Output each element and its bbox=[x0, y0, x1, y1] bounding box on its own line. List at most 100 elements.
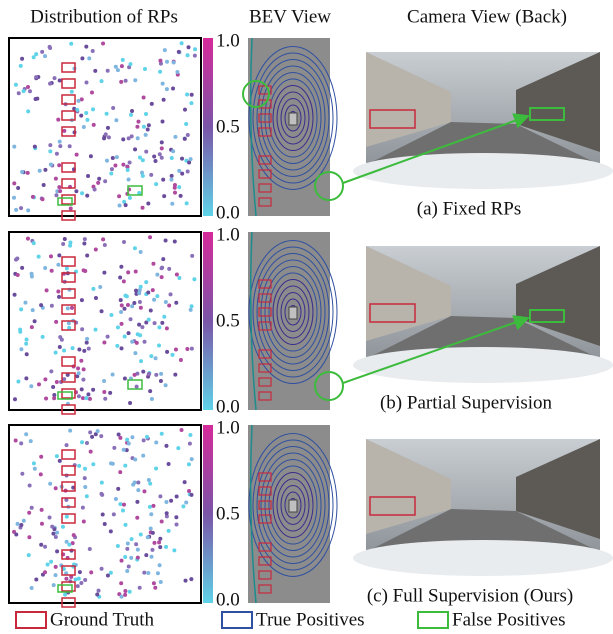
rp-dot bbox=[104, 132, 108, 136]
rp-dot bbox=[138, 156, 142, 160]
rp-dot bbox=[42, 183, 46, 187]
rp-dot bbox=[170, 353, 174, 357]
rp-dot bbox=[43, 54, 47, 58]
rp-dot bbox=[165, 60, 169, 64]
rp-dot bbox=[149, 173, 153, 177]
rp-dot bbox=[139, 285, 143, 289]
colorbar-tick: 0.5 bbox=[216, 116, 240, 137]
rp-dot bbox=[82, 125, 86, 129]
rp-dot bbox=[79, 359, 83, 363]
rp-dot bbox=[31, 308, 35, 312]
rp-dot bbox=[55, 549, 59, 553]
rp-dot bbox=[106, 335, 110, 339]
rp-dot bbox=[28, 89, 32, 93]
rp-dot bbox=[146, 535, 150, 539]
rp-dot bbox=[120, 64, 124, 68]
rp-dot bbox=[161, 178, 165, 182]
rp-dot bbox=[91, 462, 95, 466]
rp-dot bbox=[151, 531, 155, 535]
rp-dot bbox=[58, 144, 62, 148]
rp-dot bbox=[130, 537, 134, 541]
rp-dot bbox=[143, 67, 147, 71]
rp-dot bbox=[160, 432, 164, 436]
rp-dot bbox=[26, 171, 30, 175]
rp-dot bbox=[61, 242, 65, 246]
rp-dot bbox=[109, 571, 113, 575]
rp-dot bbox=[124, 79, 128, 83]
rp-dot bbox=[93, 69, 97, 73]
rp-dot bbox=[105, 159, 109, 163]
rp-dot bbox=[81, 506, 85, 510]
rp-dot bbox=[148, 505, 152, 509]
rp-dot bbox=[39, 455, 43, 459]
rp-dot bbox=[117, 432, 121, 436]
rp-dot bbox=[68, 429, 72, 433]
rp-dot bbox=[164, 545, 168, 549]
rp-dot bbox=[24, 342, 28, 346]
rp-dot bbox=[180, 428, 184, 432]
rp-dot bbox=[48, 515, 52, 519]
rp-dot bbox=[128, 161, 132, 165]
rp-dot bbox=[123, 589, 127, 593]
rp-dot bbox=[174, 301, 178, 305]
rp-dot bbox=[119, 310, 123, 314]
rp-dot bbox=[109, 461, 113, 465]
colorbar-tick: 1.0 bbox=[216, 30, 240, 51]
rp-dot bbox=[49, 369, 53, 373]
rp-dot bbox=[17, 91, 21, 95]
rp-dot bbox=[141, 454, 145, 458]
rp-dot bbox=[167, 267, 171, 271]
rp-dot bbox=[120, 559, 124, 563]
rp-dot bbox=[85, 441, 89, 445]
rp-dot bbox=[172, 548, 176, 552]
rp-dot bbox=[56, 290, 60, 294]
header: Camera View (Back) bbox=[407, 6, 567, 27]
rp-dot bbox=[57, 253, 61, 257]
rp-dot bbox=[152, 298, 156, 302]
rp-dot bbox=[177, 276, 181, 280]
rp-dot bbox=[120, 303, 124, 307]
rp-dot bbox=[99, 434, 103, 438]
rp-dot bbox=[39, 303, 43, 307]
rp-dot bbox=[87, 347, 91, 351]
rp-dot bbox=[151, 262, 155, 266]
rp-dot bbox=[189, 101, 193, 105]
rp-dot bbox=[139, 533, 143, 537]
rp-dot bbox=[34, 52, 38, 56]
rp-dot bbox=[62, 349, 66, 353]
rp-dot bbox=[133, 351, 137, 355]
rp-dot bbox=[102, 379, 106, 383]
rp-dot bbox=[128, 590, 132, 594]
rp-dot bbox=[30, 325, 34, 329]
rp-dot bbox=[93, 188, 97, 192]
rp-dot bbox=[146, 201, 150, 205]
rp-dot bbox=[123, 335, 127, 339]
rp-dot bbox=[123, 593, 127, 597]
rp-dot bbox=[192, 277, 196, 281]
rp-dot bbox=[54, 565, 58, 569]
rp-dot bbox=[43, 377, 47, 381]
rp-dot bbox=[144, 280, 148, 284]
legend-label: True Positives bbox=[256, 609, 365, 630]
rp-dot bbox=[74, 189, 78, 193]
rp-dot bbox=[75, 153, 79, 157]
rp-dot bbox=[102, 390, 106, 394]
rp-dot bbox=[90, 91, 94, 95]
rp-dot bbox=[129, 113, 133, 117]
rp-dot bbox=[20, 57, 24, 61]
rp-dot bbox=[12, 145, 16, 149]
rp-dot bbox=[159, 372, 163, 376]
rp-dot bbox=[141, 174, 145, 178]
rp-dot bbox=[91, 287, 95, 291]
rp-dot bbox=[128, 62, 132, 66]
rp-dot bbox=[133, 373, 137, 377]
legend-swatch bbox=[222, 612, 252, 628]
rp-dot bbox=[43, 266, 47, 270]
rp-dot bbox=[174, 347, 178, 351]
rp-dot bbox=[54, 486, 58, 490]
rp-dot bbox=[49, 162, 53, 166]
rp-dot bbox=[89, 154, 93, 158]
rp-dot bbox=[80, 191, 84, 195]
rp-dot bbox=[184, 579, 188, 583]
rp-dot bbox=[79, 114, 83, 118]
